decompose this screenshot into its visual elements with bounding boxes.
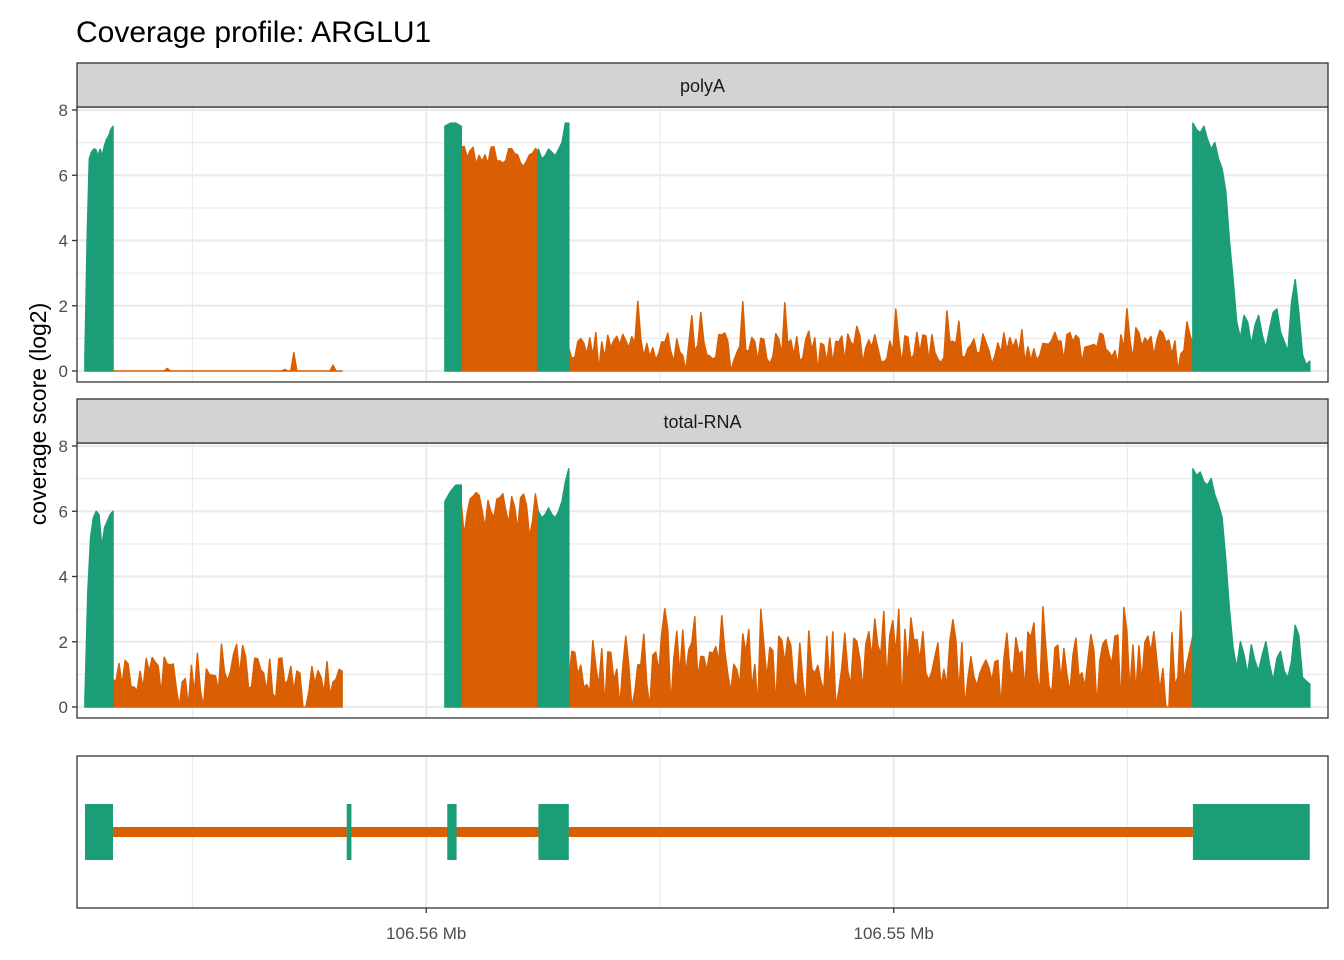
y-tick-label: 0 xyxy=(59,698,68,717)
x-tick-label: 106.56 Mb xyxy=(386,924,466,943)
facet-strip-label: polyA xyxy=(680,76,725,96)
chart-title: Coverage profile: ARGLU1 xyxy=(76,16,431,49)
y-tick-label: 2 xyxy=(59,297,68,316)
intron-coverage-area xyxy=(112,352,343,372)
facet-strip xyxy=(76,62,1329,108)
gene-track-border xyxy=(76,755,1329,909)
facet-panels: polyA 0 2 4 6 8 total-RNA 0 2 4 6 8 xyxy=(59,62,1329,719)
x-tick-label: 106.55 Mb xyxy=(854,924,934,943)
intron-coverage-area xyxy=(568,300,1194,372)
exon-coverage-area xyxy=(444,484,463,708)
exon-coverage-area xyxy=(1192,468,1311,708)
intron-coverage-area xyxy=(460,491,540,708)
y-axis-title: coverage score (log2) xyxy=(25,303,51,525)
facet-panel-total-rna: total-RNA 0 2 4 6 8 xyxy=(59,398,1329,719)
exon-coverage-area xyxy=(84,125,114,372)
intron-coverage-area xyxy=(568,605,1194,708)
exon-coverage-area xyxy=(1192,122,1311,372)
y-tick-label: 2 xyxy=(59,633,68,652)
exon-coverage-area xyxy=(537,122,570,372)
y-tick-label: 0 xyxy=(59,362,68,381)
y-tick-label: 8 xyxy=(59,101,68,120)
exon-coverage-area xyxy=(537,468,570,708)
y-tick-label: 6 xyxy=(59,502,68,521)
exon-coverage-area xyxy=(444,122,463,372)
facet-panel-polya: polyA 0 2 4 6 8 xyxy=(59,62,1329,383)
y-tick-label: 6 xyxy=(59,166,68,185)
facet-strip xyxy=(76,398,1329,444)
exon-block xyxy=(447,804,457,860)
exon-block xyxy=(538,804,569,860)
intron-coverage-area xyxy=(460,145,540,372)
y-tick-label: 8 xyxy=(59,437,68,456)
exon-block xyxy=(84,804,113,860)
intron-coverage-area xyxy=(112,643,343,708)
x-axis: 106.56 Mb 106.55 Mb xyxy=(386,908,934,943)
intron-segment xyxy=(112,827,1193,837)
exon-block xyxy=(346,804,352,860)
y-tick-label: 4 xyxy=(59,232,68,251)
exon-block xyxy=(1192,804,1310,860)
gene-model-track xyxy=(76,755,1329,909)
exon-coverage-area xyxy=(84,510,114,708)
facet-strip-label: total-RNA xyxy=(663,412,741,432)
y-tick-label: 4 xyxy=(59,568,68,587)
